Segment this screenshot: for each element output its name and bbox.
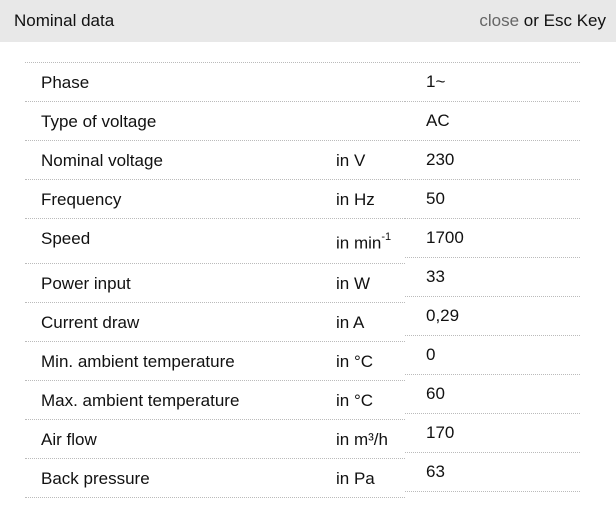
- row-label: Speed: [41, 229, 91, 248]
- row-value: 63: [405, 453, 580, 492]
- row-value: AC: [405, 102, 580, 141]
- row-value: 1700: [405, 219, 580, 258]
- row-unit: in W: [336, 274, 370, 293]
- table-row: Air flow in m³/h: [25, 420, 405, 459]
- row-label: Power input: [41, 274, 131, 293]
- row-unit: in Pa: [336, 469, 375, 488]
- table-row: Back pressure in Pa: [25, 459, 405, 498]
- divider: [25, 62, 580, 63]
- row-value: 50: [405, 180, 580, 219]
- row-value: 0,29: [405, 297, 580, 336]
- table-row: Power input in W: [25, 264, 405, 303]
- table-row: Nominal voltage in V: [25, 141, 405, 180]
- row-value: 170: [405, 414, 580, 453]
- row-label: Min. ambient temperature: [41, 352, 235, 371]
- close-link[interactable]: close: [479, 11, 520, 30]
- row-label: Back pressure: [41, 469, 150, 488]
- row-value: 0: [405, 336, 580, 375]
- table-row: Current draw in A: [25, 303, 405, 342]
- row-unit: in °C: [336, 391, 374, 410]
- row-unit: in min-1: [336, 231, 392, 253]
- row-label: Max. ambient temperature: [41, 391, 240, 410]
- table-row: Frequency in Hz: [25, 180, 405, 219]
- table-row: Phase: [25, 63, 405, 102]
- row-value: 230: [405, 141, 580, 180]
- row-label: Phase: [41, 73, 90, 92]
- row-label: Frequency: [41, 190, 122, 209]
- values-column: 1~ AC 230 50 1700 33 0,29 0 60 170 63: [405, 63, 580, 492]
- table-row: Max. ambient temperature in °C: [25, 381, 405, 420]
- close-hint: close or Esc Key: [479, 11, 606, 30]
- row-unit: in m³/h: [336, 430, 388, 449]
- row-value: 60: [405, 375, 580, 414]
- row-label: Air flow: [41, 430, 97, 449]
- row-unit: in A: [336, 313, 365, 332]
- dialog-header: Nominal data close or Esc Key: [0, 0, 616, 42]
- dialog-title: Nominal data: [14, 11, 115, 30]
- row-value: 33: [405, 258, 580, 297]
- row-label: Current draw: [41, 313, 140, 332]
- labels-column: Phase Type of voltage Nominal voltage in V F…: [25, 63, 405, 498]
- row-value: 1~: [405, 63, 580, 102]
- table-row: Type of voltage: [25, 102, 405, 141]
- row-label: Type of voltage: [41, 112, 157, 131]
- table-row: Speed in min-1: [25, 219, 405, 264]
- table-row: Min. ambient temperature in °C: [25, 342, 405, 381]
- row-unit: in °C: [336, 352, 374, 371]
- row-unit: in Hz: [336, 190, 375, 209]
- row-unit: in V: [336, 151, 366, 170]
- row-label: Nominal voltage: [41, 151, 163, 170]
